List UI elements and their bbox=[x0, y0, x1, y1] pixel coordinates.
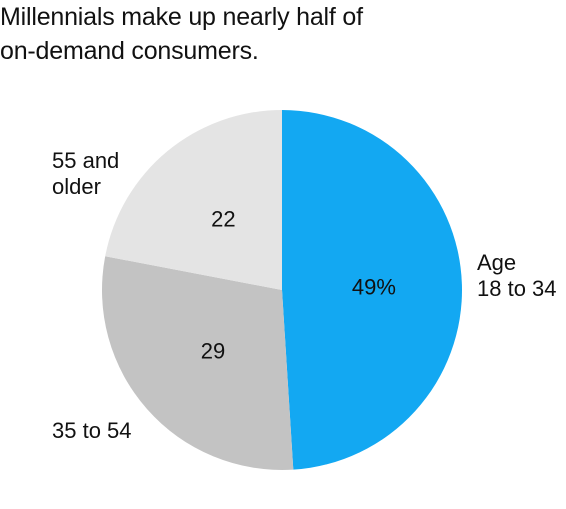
pie-slice-2 bbox=[105, 110, 282, 290]
slice-label-18-to-34: Age 18 to 34 bbox=[477, 250, 557, 302]
slice-label-35-to-54: 35 to 54 bbox=[52, 418, 132, 444]
slice-label-18-to-34-line-2: 18 to 34 bbox=[477, 276, 557, 301]
chart-title: Millennials make up nearly half of on-de… bbox=[0, 0, 420, 68]
pie-value-label-1: 29 bbox=[201, 338, 225, 363]
pie-slices bbox=[102, 110, 462, 470]
pie-value-label-0: 49% bbox=[352, 275, 396, 300]
pie-value-label-2: 22 bbox=[211, 207, 235, 232]
pie-slice-0 bbox=[282, 110, 462, 470]
chart-title-line-2: on-demand consumers. bbox=[0, 37, 259, 65]
pie-slice-1 bbox=[102, 256, 294, 470]
slice-label-35-to-54-line-1: 35 to 54 bbox=[52, 418, 132, 443]
pie-value-labels: 49% 29 22 bbox=[201, 207, 396, 364]
slice-label-55-and-older-line-2: older bbox=[52, 174, 101, 199]
slice-label-18-to-34-line-1: Age bbox=[477, 250, 517, 275]
chart-title-line-1: Millennials make up nearly half of bbox=[0, 3, 363, 31]
slice-label-55-and-older-line-1: 55 and bbox=[52, 148, 120, 173]
slice-label-55-and-older: 55 and older bbox=[52, 148, 119, 200]
